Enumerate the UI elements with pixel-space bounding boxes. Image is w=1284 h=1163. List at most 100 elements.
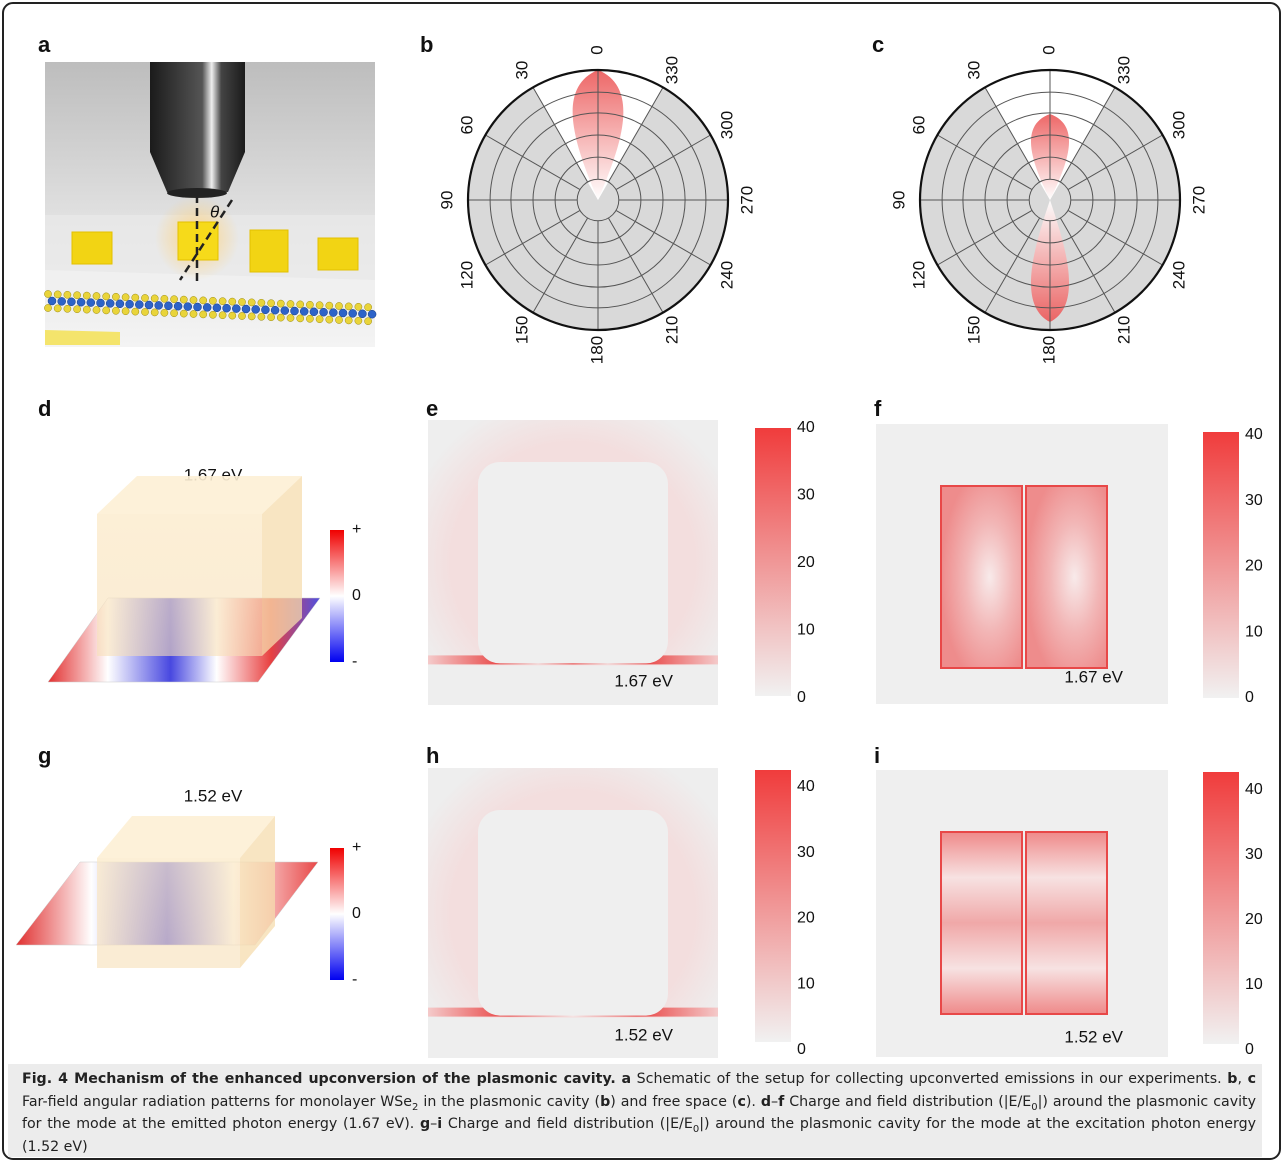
field-half (941, 486, 1022, 668)
atom-se (306, 301, 313, 308)
polar-angle-label: 270 (737, 186, 756, 214)
caption-text: in the plasmonic cavity ( (418, 1094, 600, 1110)
atom-se (345, 317, 352, 324)
cube-front (97, 858, 240, 968)
panel-letter: b (420, 32, 433, 57)
atom-se (365, 304, 372, 311)
atom-se (180, 310, 187, 317)
atom-w (242, 305, 250, 313)
polar-angle-label: 30 (512, 61, 531, 80)
atom-se (122, 308, 129, 315)
atom-se (248, 299, 255, 306)
charge-colorbar-label: 0 (352, 587, 361, 604)
field-colorbar (1203, 772, 1239, 1044)
atom-se (161, 295, 168, 302)
atom-se (297, 315, 304, 322)
caption-text: d (761, 1094, 771, 1110)
atom-se (287, 300, 294, 307)
atom-w (194, 303, 202, 311)
atom-w (164, 302, 172, 310)
caption-text: c (737, 1094, 745, 1110)
atom-w (77, 298, 85, 306)
atom-se (151, 295, 158, 302)
polar-angle-label: 30 (964, 61, 983, 80)
colorbar-tick-label: 0 (1245, 1041, 1254, 1058)
atom-se (200, 311, 207, 318)
polar-angle-label: 90 (437, 191, 456, 210)
atom-se (248, 313, 255, 320)
atom-se (54, 305, 61, 312)
atom-w (349, 309, 357, 317)
atom-w (232, 305, 240, 313)
atom-w (58, 297, 66, 305)
atom-se (74, 292, 81, 299)
atom-w (135, 301, 143, 309)
atom-se (180, 296, 187, 303)
atom-w (97, 299, 105, 307)
atom-se (238, 298, 245, 305)
colorbar-tick-label: 0 (1245, 689, 1254, 706)
colorbar-tick-label: 0 (797, 1041, 806, 1058)
atom-se (103, 293, 110, 300)
caption-text: Fig. 4 Mechanism of the enhanced upconve… (22, 1071, 616, 1087)
atom-se (93, 292, 100, 299)
field-colorbar (755, 770, 791, 1042)
atom-se (112, 307, 119, 314)
atom-w (310, 308, 318, 316)
atom-w (320, 308, 328, 316)
atom-se (297, 301, 304, 308)
caption-text: c (1248, 1071, 1256, 1087)
atom-se (161, 309, 168, 316)
charge-colorbar-label: + (352, 521, 361, 538)
polar-angle-label: 60 (910, 116, 929, 135)
polar-angle-label: 150 (964, 316, 983, 344)
polar-angle-label: 120 (458, 261, 477, 289)
caption-text: g (420, 1116, 430, 1132)
panel-letter: d (38, 396, 51, 421)
atom-se (277, 300, 284, 307)
atom-w (329, 309, 337, 317)
lower-gold (45, 330, 120, 345)
caption-text: , (1237, 1071, 1247, 1087)
atom-se (151, 309, 158, 316)
figure-canvas: θabcdefghi030609012015018021024027030033… (0, 0, 1284, 1163)
atom-w (155, 301, 163, 309)
atom-se (141, 294, 148, 301)
colorbar-tick-label: 40 (797, 778, 815, 795)
atom-se (268, 300, 275, 307)
atom-se (258, 313, 265, 320)
atom-se (219, 298, 226, 305)
atom-se (122, 294, 129, 301)
atom-se (365, 318, 372, 325)
colorbar-tick-label: 10 (797, 975, 815, 992)
atom-se (190, 296, 197, 303)
panel-letter: c (872, 32, 884, 57)
colorbar-tick-label: 30 (1245, 846, 1263, 863)
atom-se (306, 315, 313, 322)
atom-se (64, 305, 71, 312)
atom-w (252, 305, 260, 313)
atom-se (326, 302, 333, 309)
atom-se (229, 298, 236, 305)
atom-se (74, 306, 81, 313)
cube-footprint (478, 462, 668, 663)
atom-se (335, 302, 342, 309)
atom-se (326, 316, 333, 323)
gold-cube (250, 230, 288, 272)
polar-angle-label: 0 (1039, 45, 1058, 54)
cube-front (97, 514, 262, 656)
atom-se (345, 303, 352, 310)
colorbar-tick-label: 10 (1245, 623, 1263, 640)
atom-w (368, 310, 376, 318)
atom-se (93, 306, 100, 313)
caption: Fig. 4 Mechanism of the enhanced upconve… (8, 1064, 1262, 1157)
gold-cube (72, 232, 112, 264)
polar-angle-label: 300 (1169, 111, 1188, 139)
atom-w (291, 307, 299, 315)
atom-w (126, 300, 134, 308)
atom-se (258, 299, 265, 306)
atom-w (300, 307, 308, 315)
field-colorbar (755, 428, 791, 696)
charge-colorbar (330, 848, 344, 980)
polar-angle-label: 270 (1189, 186, 1208, 214)
